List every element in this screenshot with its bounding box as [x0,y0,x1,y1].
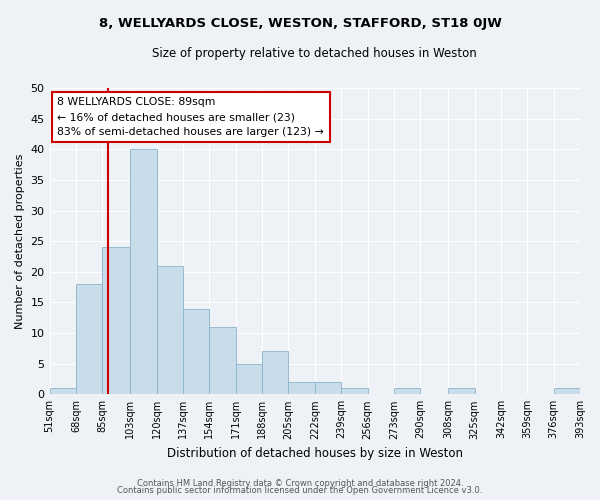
Bar [262,352,289,395]
Y-axis label: Number of detached properties: Number of detached properties [15,154,25,329]
Bar [394,388,420,394]
Bar [341,388,368,394]
Bar [130,150,157,394]
Text: 8 WELLYARDS CLOSE: 89sqm
← 16% of detached houses are smaller (23)
83% of semi-d: 8 WELLYARDS CLOSE: 89sqm ← 16% of detach… [58,97,324,137]
Bar [102,248,130,394]
Bar [315,382,341,394]
Bar [448,388,475,394]
Bar [76,284,102,395]
Bar [554,388,580,394]
Text: Contains HM Land Registry data © Crown copyright and database right 2024.: Contains HM Land Registry data © Crown c… [137,478,463,488]
Bar [183,308,209,394]
Bar [157,266,183,394]
Title: Size of property relative to detached houses in Weston: Size of property relative to detached ho… [152,48,477,60]
Text: Contains public sector information licensed under the Open Government Licence v3: Contains public sector information licen… [118,486,482,495]
Bar [236,364,262,394]
X-axis label: Distribution of detached houses by size in Weston: Distribution of detached houses by size … [167,447,463,460]
Bar [50,388,76,394]
Text: 8, WELLYARDS CLOSE, WESTON, STAFFORD, ST18 0JW: 8, WELLYARDS CLOSE, WESTON, STAFFORD, ST… [98,18,502,30]
Bar [209,327,236,394]
Bar [289,382,315,394]
